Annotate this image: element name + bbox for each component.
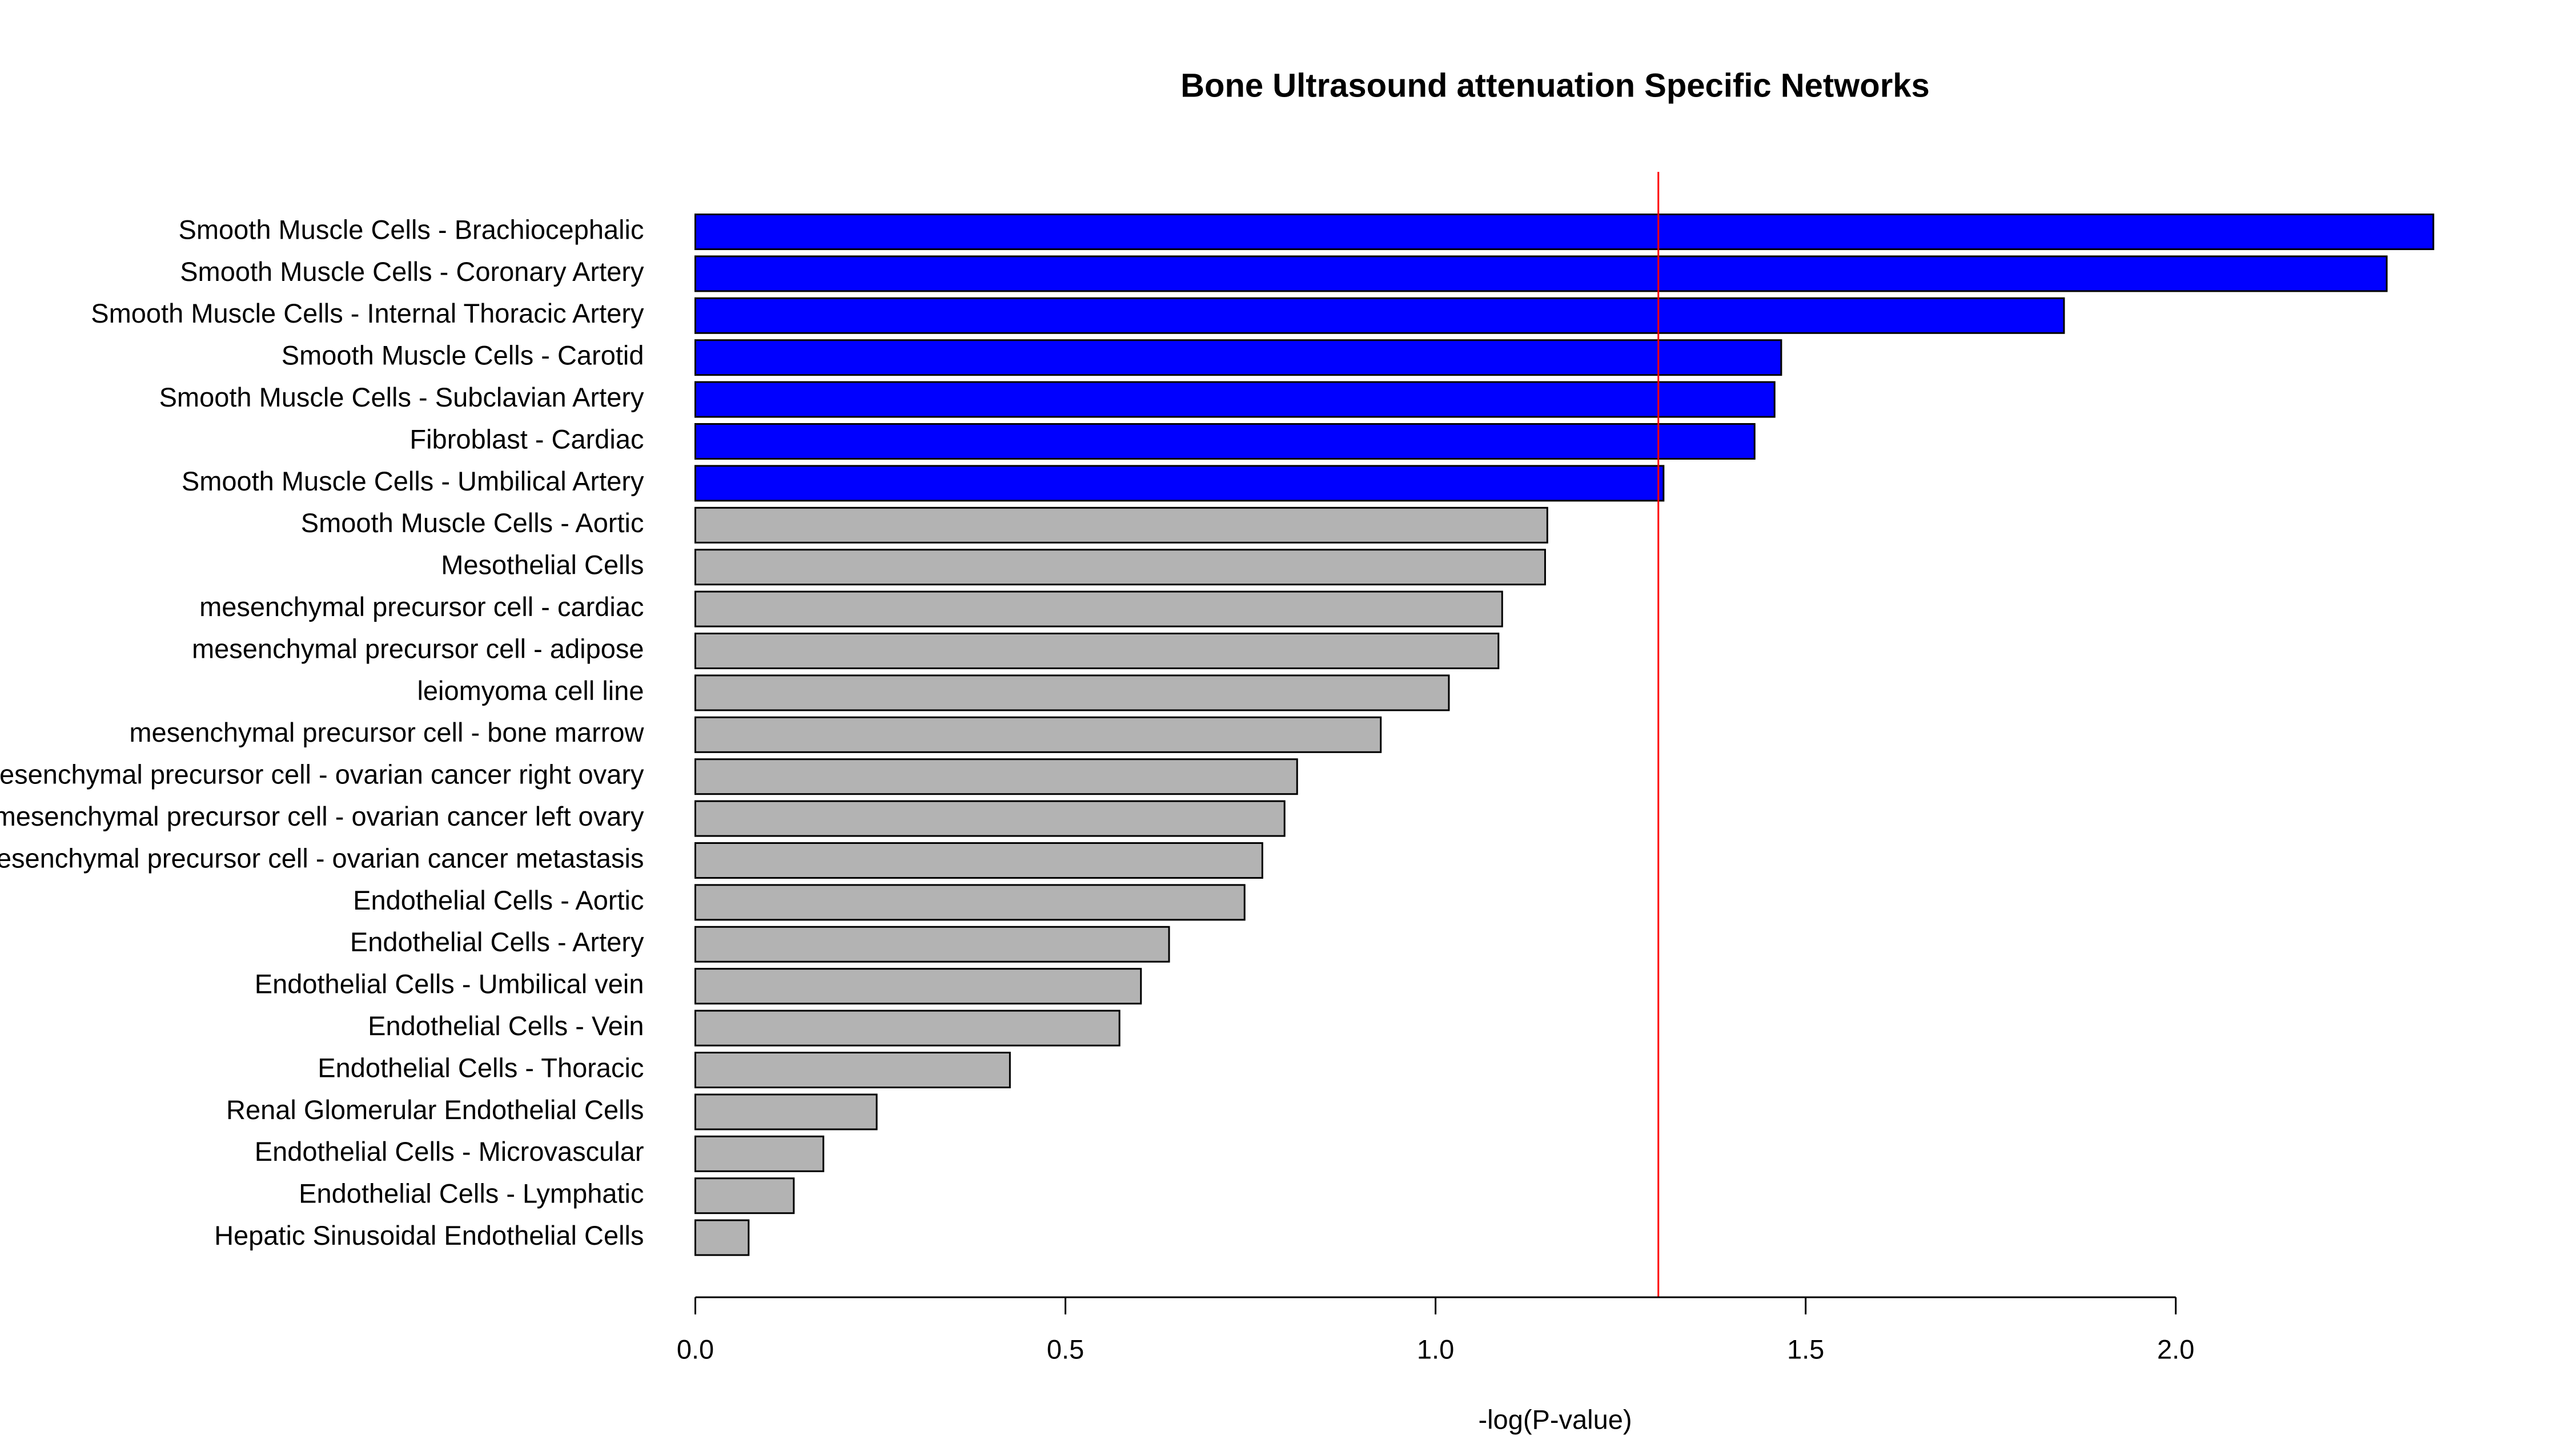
bar <box>694 506 1548 544</box>
y-tick-label: mesenchymal precursor cell - cardiac <box>199 592 644 622</box>
y-tick-label: Smooth Muscle Cells - Internal Thoracic … <box>91 298 644 328</box>
y-tick-label: Endothelial Cells - Umbilical vein <box>255 969 644 999</box>
y-tick-label: Endothelial Cells - Lymphatic <box>299 1179 644 1209</box>
y-tick-label: Smooth Muscle Cells - Umbilical Artery <box>182 466 644 496</box>
y-tick-label: Hepatic Sinusoidal Endothelial Cells <box>214 1220 644 1250</box>
y-tick-label: mesenchymal precursor cell - ovarian can… <box>0 801 644 831</box>
bar <box>694 800 1286 837</box>
bar <box>694 1009 1121 1047</box>
bar <box>694 1052 1011 1088</box>
x-tick-label: 0.5 <box>1047 1334 1084 1364</box>
bar <box>694 1093 878 1131</box>
bar <box>694 214 2435 250</box>
y-tick-label: mesenchymal precursor cell - ovarian can… <box>0 843 644 873</box>
bar <box>694 423 1756 460</box>
bar <box>694 590 1503 628</box>
bar <box>694 1219 750 1256</box>
chart-title: Bone Ultrasound attenuation Specific Net… <box>1180 67 1930 104</box>
y-tick-label: Endothelial Cells - Aortic <box>353 885 644 915</box>
bar <box>694 674 1450 711</box>
x-tick-label: 0.0 <box>677 1334 714 1364</box>
y-tick-label: mesenchymal precursor cell - ovarian can… <box>0 759 644 790</box>
y-tick-label: Fibroblast - Cardiac <box>409 424 644 454</box>
bar <box>694 381 1776 418</box>
y-tick-label: Endothelial Cells - Vein <box>368 1011 644 1041</box>
bar <box>694 884 1246 921</box>
y-tick-label: mesenchymal precursor cell - adipose <box>192 633 644 663</box>
y-tick-label: leiomyoma cell line <box>417 675 644 706</box>
y-tick-label: Smooth Muscle Cells - Brachiocephalic <box>179 214 644 244</box>
bar <box>694 339 1782 376</box>
y-tick-label: Endothelial Cells - Thoracic <box>318 1052 644 1083</box>
x-tick-label: 1.0 <box>1417 1334 1454 1364</box>
bar <box>694 1177 795 1214</box>
bar <box>694 716 1382 753</box>
x-axis-label: -log(P-value) <box>1478 1404 1632 1434</box>
bar <box>694 633 1500 669</box>
bar <box>694 968 1142 1005</box>
y-tick-label: Renal Glomerular Endothelial Cells <box>226 1095 644 1125</box>
bar <box>694 926 1170 963</box>
bar <box>694 758 1298 795</box>
bar <box>694 549 1546 586</box>
bar <box>694 1135 825 1172</box>
y-tick-label: Mesothelial Cells <box>441 550 644 580</box>
y-tick-label: mesenchymal precursor cell - bone marrow <box>129 717 644 747</box>
bar <box>694 255 2388 292</box>
x-tick-label: 2.0 <box>2157 1334 2194 1364</box>
bar <box>694 842 1263 879</box>
bar <box>694 465 1665 502</box>
y-tick-label: Smooth Muscle Cells - Aortic <box>301 508 644 538</box>
y-tick-label: Endothelial Cells - Microvascular <box>255 1136 644 1167</box>
x-tick-label: 1.5 <box>1787 1334 1824 1364</box>
y-tick-label: Smooth Muscle Cells - Carotid <box>282 340 644 371</box>
y-tick-label: Endothelial Cells - Artery <box>350 927 644 957</box>
y-tick-label: Smooth Muscle Cells - Coronary Artery <box>180 256 644 287</box>
bar <box>694 297 2065 334</box>
y-tick-label: Smooth Muscle Cells - Subclavian Artery <box>159 382 644 412</box>
